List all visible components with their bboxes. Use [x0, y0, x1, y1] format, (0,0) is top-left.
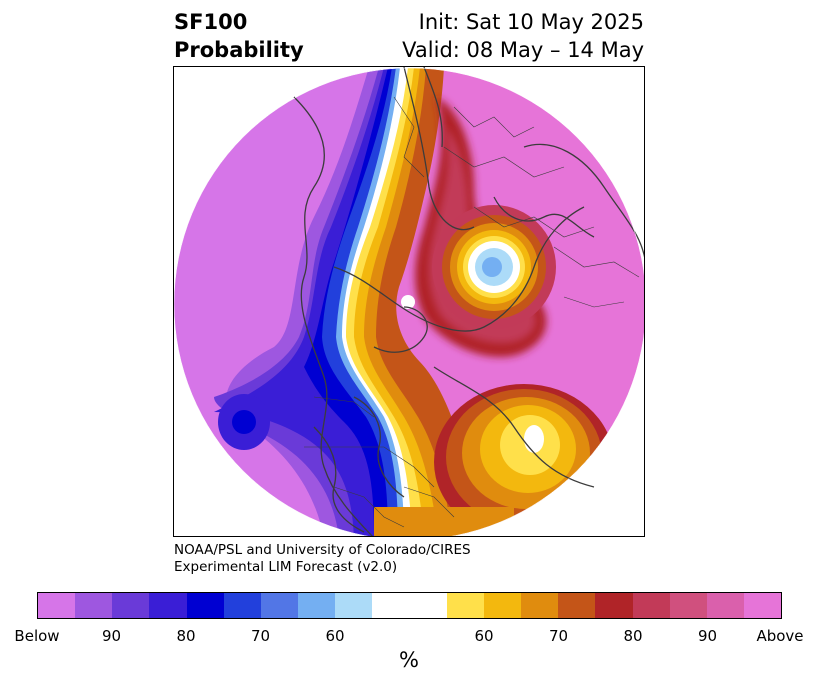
colorbar-swatch [149, 593, 187, 618]
tick-label: 80 [623, 627, 643, 645]
colorbar-swatch [38, 593, 76, 618]
map-title: SF100 Probability [174, 8, 304, 64]
probability-map [174, 67, 644, 536]
tick-label: 70 [250, 627, 271, 645]
colorbar-swatch [632, 593, 670, 618]
colorbar-swatch [743, 593, 782, 618]
colorbar-swatch [335, 593, 373, 618]
tick-label: 70 [548, 627, 569, 645]
forecast-dates: Init: Sat 10 May 2025 Valid: 08 May – 14… [402, 8, 644, 64]
tick-label: Above [756, 627, 804, 645]
colorbar-swatch [446, 593, 484, 618]
colorbar-swatch [75, 593, 113, 618]
colorbar-swatch [298, 593, 336, 618]
colorbar-unit: % [399, 648, 419, 672]
probability-field [174, 68, 644, 536]
credit-text: NOAA/PSL and University of Colorado/CIRE… [174, 542, 471, 576]
below-core-80 [232, 410, 256, 434]
valid-range: Valid: 08 May – 14 May [402, 38, 644, 62]
map-panel [173, 66, 645, 537]
political-borders [304, 96, 640, 528]
colorbar-swatch [558, 593, 596, 618]
tick-label: 90 [101, 627, 122, 645]
colorbar-swatch [706, 593, 744, 618]
colorbar-swatch [521, 593, 559, 618]
colorbar-swatch [260, 593, 299, 618]
colorbar-swatch [372, 593, 410, 618]
colorbar-swatch [483, 593, 522, 618]
credit-line-2: Experimental LIM Forecast (v2.0) [174, 559, 398, 575]
colorbar [37, 592, 782, 619]
tick-label: 80 [176, 627, 196, 645]
title-line-1: SF100 [174, 10, 248, 34]
colorbar-swatch [186, 593, 224, 618]
tick-label: Below [14, 627, 60, 645]
colorbar-swatch [223, 593, 261, 618]
north-pole-marker [401, 295, 415, 309]
tick-label: 60 [325, 627, 345, 645]
colorbar-swatch [409, 593, 447, 618]
colorbar-swatch [112, 593, 150, 618]
colorbar-swatch [669, 593, 707, 618]
credit-line-1: NOAA/PSL and University of Colorado/CIRE… [174, 542, 471, 558]
tick-label: 90 [697, 627, 718, 645]
title-line-2: Probability [174, 38, 304, 62]
siberia-anomaly-ring [432, 205, 556, 329]
colorbar-swatch [595, 593, 633, 618]
map-boundary [174, 67, 644, 536]
init-date: Init: Sat 10 May 2025 [418, 10, 644, 34]
tick-label: 60 [474, 627, 494, 645]
